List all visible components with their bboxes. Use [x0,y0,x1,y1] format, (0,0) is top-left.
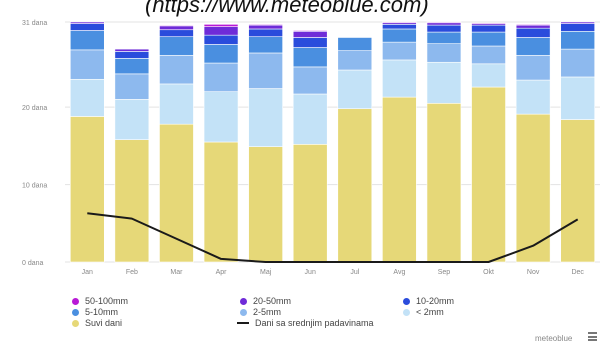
bar-segment [159,123,194,263]
bar-segment [69,78,105,117]
bar-segment [114,51,150,59]
bar-segment [426,43,462,63]
bar-segment [248,24,283,26]
bar-segment [159,36,194,56]
x-tick-label: Okt [483,269,494,276]
bar-segment [560,23,596,32]
bar-segment [159,83,194,125]
bar-segment [471,45,506,65]
bar-segment [203,34,239,45]
y-tick-label: 20 dana [22,105,47,112]
source-url-caption: (https://www.meteoblue.com) [145,0,429,17]
brand-label: meteoblue [535,334,573,343]
bar-segment [382,96,417,263]
bar-segment [114,99,150,140]
bar-segment [560,48,596,78]
bar-segment [560,30,596,50]
x-tick-label: Jan [82,269,93,276]
bar-segment [426,31,462,44]
bar-segment [159,24,194,27]
bar-segment [159,25,194,31]
x-tick-label: Avg [393,269,405,276]
bar-segment [426,21,462,24]
bar-segment [203,26,239,36]
bar-segment [203,141,239,263]
menu-icon[interactable] [588,332,597,341]
bar-segment [292,30,328,32]
y-tick-label: 10 dana [22,183,47,190]
bar-segment [426,61,462,104]
bar-segment [114,73,150,100]
bar-segment [292,47,328,68]
bar-segment [203,62,239,92]
bar-segment [114,139,150,263]
bar-segment [69,30,105,51]
x-tick-label: Feb [126,269,138,276]
bar-segment [337,69,373,110]
bar-segment [292,37,328,48]
bar-segment [560,21,596,24]
bar-segment [248,52,283,89]
bar-segment [382,21,417,24]
bar-segment [248,146,283,263]
bar-segment [471,24,506,33]
bar-segment [203,91,239,143]
x-tick-label: Jun [305,269,316,276]
bar-segment [382,28,417,43]
bar-segment [515,37,551,56]
bar-segment [248,36,283,54]
y-tick-label: 31 dana [22,20,47,27]
bar-segment [159,29,194,38]
bar-segment [337,108,373,263]
bar-segment [471,22,506,24]
y-tick-label: 0 dana [22,260,44,267]
bar-segment [382,41,417,61]
bar-segment [69,49,105,80]
bar-segment [69,23,105,31]
bar-segment [471,63,506,88]
bar-segment [471,31,506,47]
bar-segment [292,66,328,95]
x-tick-label: Maj [260,269,272,276]
bar-segment [337,37,373,51]
bar-segment [337,50,373,71]
bar-segment [560,76,596,120]
x-tick-label: Mar [170,269,183,276]
bar-segment [515,24,551,26]
bar-segment [114,58,150,75]
bar-segment [515,79,551,115]
bar-segment [515,24,551,29]
precip-days-line [87,212,579,263]
bar-segment [426,102,462,263]
bar-segment [382,59,417,98]
x-tick-label: Dec [571,269,584,276]
bar-segment [292,144,328,263]
bar-segment [203,24,239,27]
x-tick-label: Jul [350,269,359,276]
bar-segment [69,21,105,24]
bar-segment [203,44,239,64]
x-tick-label: Sep [438,269,451,276]
bar-segment [248,24,283,30]
bar-segment [426,22,462,26]
bar-segment [515,54,551,81]
bar-segment [248,28,283,38]
bar-segment [515,27,551,38]
x-tick-label: Apr [216,269,228,276]
bar-segment [382,24,417,30]
bar-segment [114,48,150,52]
x-tick-label: Nov [527,269,540,276]
bar-segment [426,24,462,33]
bar-segment [69,116,105,263]
bar-segment [292,93,328,145]
bar-segment [159,54,194,85]
bar-segment [248,88,283,147]
bar-segment [515,113,551,263]
bar-segment [471,86,506,263]
bar-segment [560,119,596,263]
bar-segment [292,30,328,38]
